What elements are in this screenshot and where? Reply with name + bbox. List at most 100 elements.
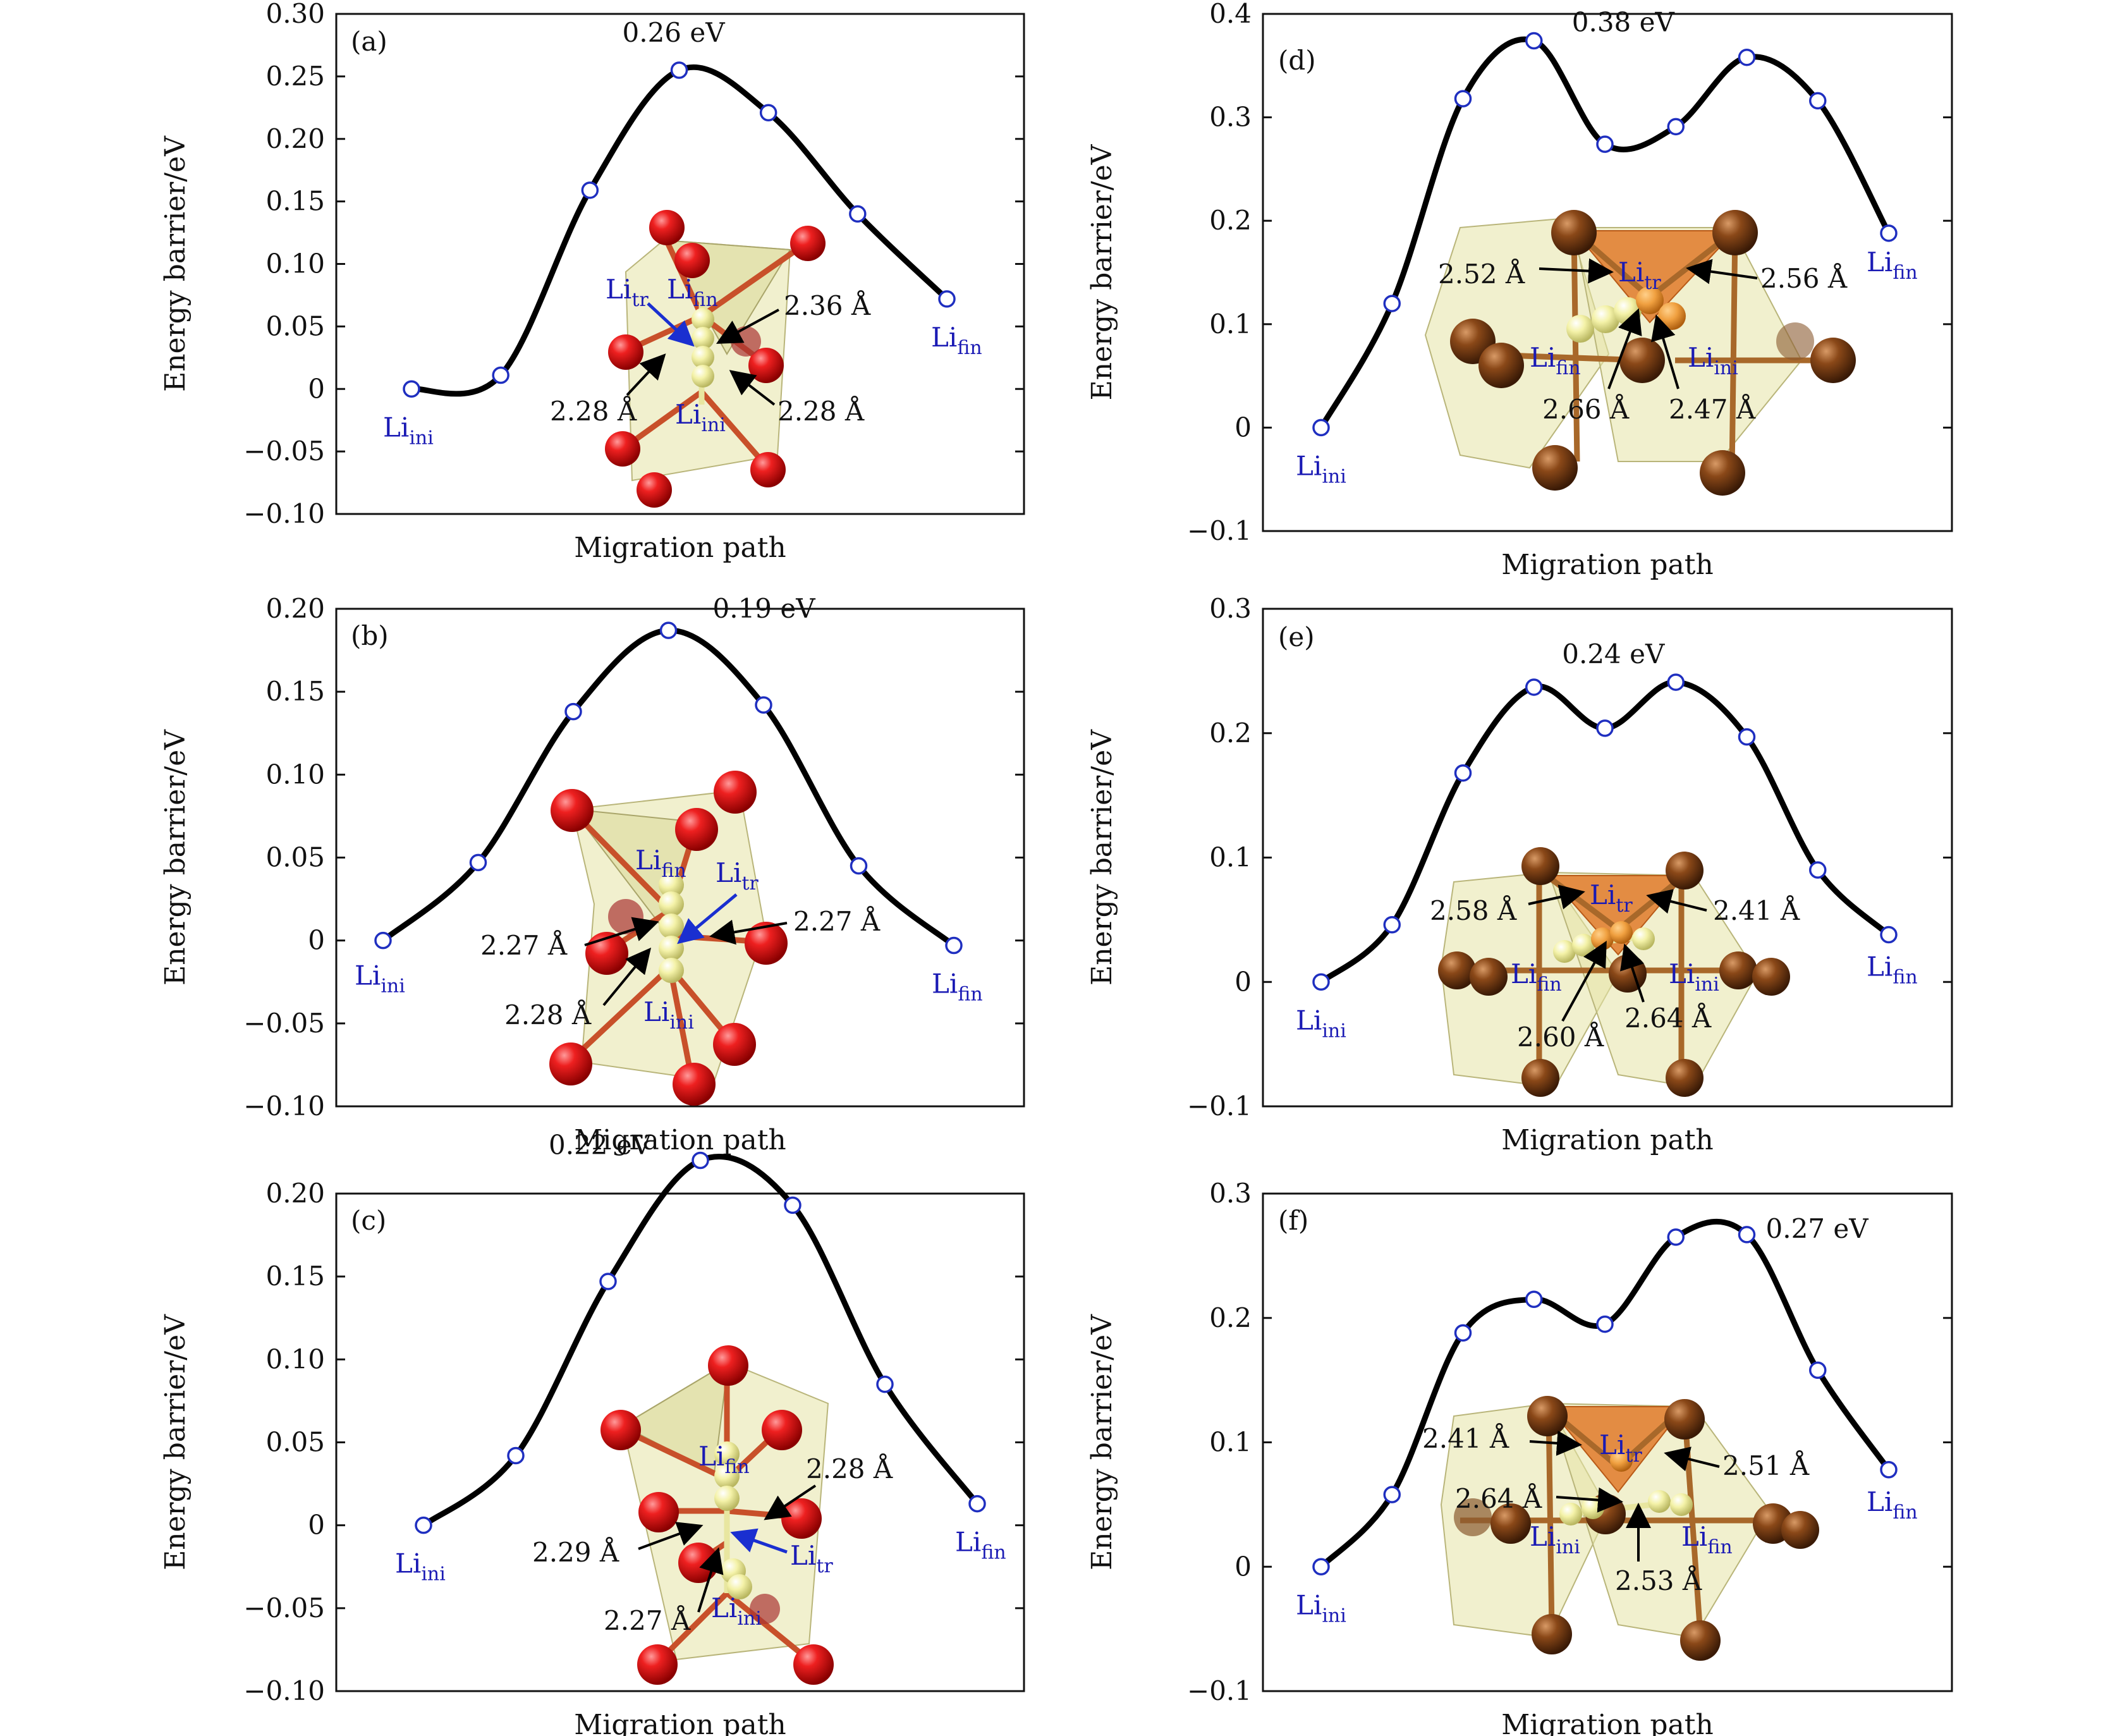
- li-fin-label-a: Lifin: [667, 274, 718, 311]
- distance-label-d-4: 2.47 Å: [1669, 393, 1756, 425]
- li-fin-label-f: Lifin: [1681, 1521, 1733, 1558]
- distance-label-d-2: 2.56 Å: [1760, 262, 1848, 294]
- image-point: [692, 1151, 709, 1170]
- image-point: [759, 104, 777, 121]
- y-tick-label: 0.10: [265, 1343, 325, 1374]
- y-axis-label: Energy barrier/eV: [1086, 1314, 1118, 1570]
- y-axis-label: Energy barrier/eV: [159, 729, 192, 986]
- arrow-d-3: [1607, 308, 1642, 389]
- y-tick-label: 0.20: [265, 1178, 325, 1209]
- li-ini-endpoint-label: Liini: [395, 1548, 446, 1586]
- image-point: [1880, 926, 1898, 944]
- li-ini-label-e: Liini: [1669, 958, 1719, 996]
- image-point: [1454, 1324, 1472, 1342]
- image-point: [850, 857, 868, 875]
- panel-tag: (d): [1278, 45, 1316, 76]
- y-tick-label: −0.10: [243, 1675, 325, 1706]
- y-tick-label: 0: [1234, 1551, 1252, 1582]
- image-point: [1809, 861, 1827, 879]
- panel-tag: (e): [1278, 621, 1315, 652]
- chart-panel-c: 0.20 0.15 0.10 0.05 0 −0.05 −0.10 Migration pat…: [159, 1130, 1025, 1736]
- arrow-e-4: [1620, 943, 1645, 1003]
- y-axis-label: Energy barrier/eV: [1086, 729, 1118, 986]
- image-point: [1809, 1361, 1827, 1379]
- plot-frame: [1262, 13, 1953, 532]
- y-tick-label: 0.1: [1209, 842, 1252, 873]
- panel-tag: (f): [1278, 1205, 1308, 1236]
- arrow-e-2: [1646, 889, 1707, 914]
- arrow-f-3: [1556, 1487, 1623, 1513]
- y-tick-label: 0.2: [1209, 205, 1252, 236]
- li-ini-endpoint-label: Liini: [383, 412, 434, 449]
- x-axis-label: Migration path: [574, 532, 786, 564]
- x-axis-label: Migration path: [574, 1124, 786, 1156]
- distance-label-a-1: 2.36 Å: [784, 290, 871, 321]
- distance-label-b-2: 2.27 Å: [793, 905, 881, 937]
- image-point: [1596, 719, 1614, 737]
- y-tick-label: 0: [308, 1510, 325, 1541]
- y-tick-label: −0.1: [1187, 1675, 1252, 1706]
- peak-barrier-label: 0.38 eV: [1572, 7, 1675, 38]
- image-point: [1667, 118, 1685, 136]
- arrow-e-1: [1528, 884, 1585, 910]
- li-ini-label-a: Liini: [675, 399, 726, 436]
- inset-structure-a: [605, 210, 826, 508]
- image-point: [1312, 973, 1330, 991]
- inset-structure-f: [1440, 1396, 1819, 1661]
- li-fin-label-e: Lifin: [1511, 958, 1562, 996]
- peak-barrier-label: 0.19 eV: [713, 593, 816, 624]
- image-point: [784, 1196, 802, 1214]
- distance-label-a-3: 2.28 Å: [777, 395, 865, 427]
- li-tr-label-c: Litr: [790, 1540, 833, 1577]
- li-tr-label-a: Litr: [606, 274, 649, 311]
- image-point: [876, 1375, 894, 1393]
- li-ini-label-f: Liini: [1530, 1521, 1580, 1558]
- li-fin-label-d: Lifin: [1530, 342, 1581, 379]
- panel-b: [549, 771, 788, 1106]
- li-tr-label-e: Litr: [1590, 879, 1633, 917]
- image-point: [1596, 1315, 1614, 1333]
- y-tick-label: −0.10: [243, 1091, 325, 1122]
- arrow-d-1: [1539, 258, 1614, 284]
- image-point: [1525, 32, 1543, 50]
- image-point: [1809, 92, 1827, 110]
- annotations-b: Lifin Litr Liini 2.27 Å 2.27 Å 2.28 Å: [480, 845, 881, 1034]
- peak-barrier-label: 0.26 eV: [623, 17, 726, 48]
- plots: 0.300.250.200.150.100.050−0.05−0.10Migra…: [159, 0, 1953, 1736]
- energy-curve: [1318, 36, 1892, 431]
- blue-arrow-b: [677, 893, 738, 944]
- y-tick-label: 0.3: [1209, 102, 1252, 133]
- y-tick-label: 0.05: [265, 842, 325, 873]
- li-ini-endpoint-label: Liini: [1296, 1005, 1346, 1042]
- distance-label-c-3: 2.27 Å: [604, 1605, 691, 1636]
- distance-label-b-1: 2.27 Å: [480, 929, 568, 961]
- peak-barrier-label: 0.24 eV: [1562, 639, 1665, 669]
- distance-label-e-2: 2.41 Å: [1713, 895, 1800, 926]
- arrow-e-3: [1561, 940, 1607, 1022]
- arrow-a-3: [729, 370, 776, 406]
- arrow-f-2: [1664, 1446, 1720, 1472]
- y-tick-label: 0: [1234, 966, 1252, 997]
- image-point: [1596, 135, 1614, 153]
- li-tr-label-f: Litr: [1599, 1429, 1642, 1467]
- arrow-c-3: [697, 1547, 724, 1613]
- li-fin-endpoint-label: Lifin: [931, 322, 982, 359]
- distance-label-c-1: 2.28 Å: [806, 1453, 893, 1484]
- arrow-b-2: [709, 919, 788, 945]
- image-point: [581, 181, 599, 199]
- annotations-e: Litr Lifin Liini 2.58 Å 2.41 Å 2.60 Å 2.…: [1430, 879, 1800, 1053]
- y-tick-label: −0.05: [243, 1592, 325, 1623]
- peak-barrier-label: 0.27 eV: [1766, 1213, 1869, 1244]
- annotations-d: Litr Lifin Liini 2.52 Å 2.56 Å 2.66 Å 2.…: [1438, 257, 1848, 425]
- y-tick-label: 0.2: [1209, 1302, 1252, 1333]
- y-tick-label: 0.30: [265, 0, 325, 29]
- li-ini-endpoint-label: Liini: [1296, 1589, 1346, 1627]
- y-tick-label: 0.05: [265, 1427, 325, 1458]
- inset-structure-d: [1424, 210, 1856, 496]
- image-point: [945, 936, 963, 955]
- y-tick-label: −0.1: [1187, 1091, 1252, 1122]
- li-fin-label-c: Lifin: [698, 1441, 750, 1478]
- image-point: [507, 1446, 525, 1465]
- image-point: [1383, 1486, 1401, 1503]
- image-point: [415, 1516, 432, 1534]
